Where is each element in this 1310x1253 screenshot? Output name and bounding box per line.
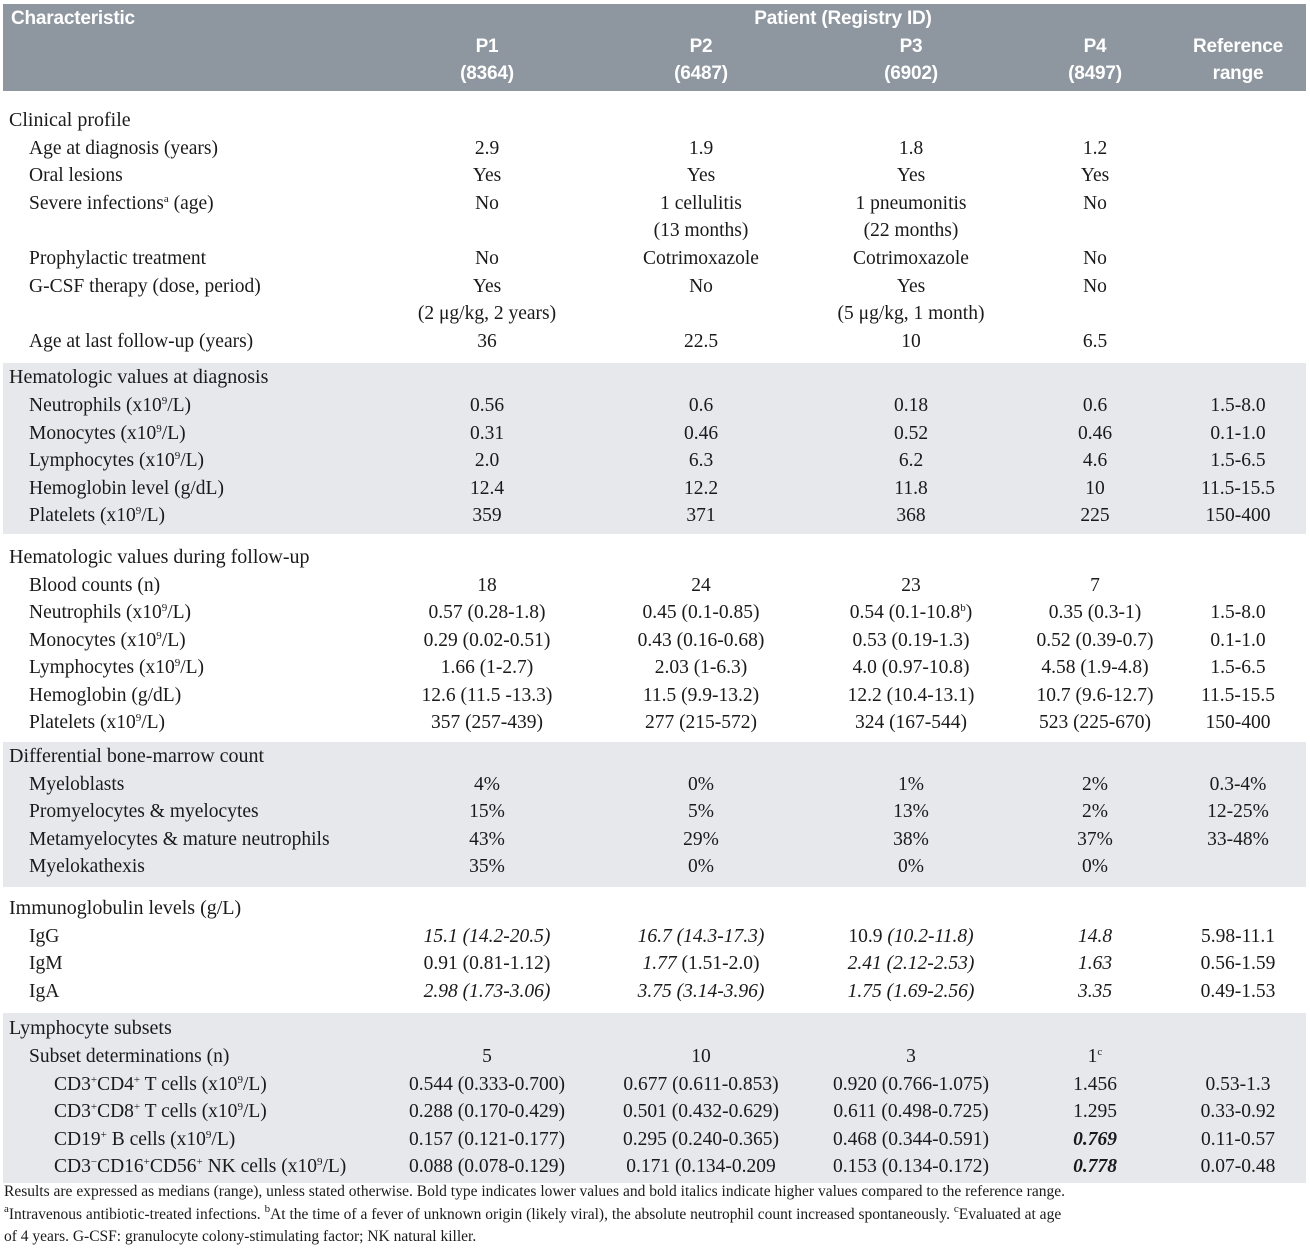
table-row: Myelokathexis 35% 0% 0% 0% — [29, 856, 1108, 878]
table-row: CD19+ B cells (x109/L) 0.157 (0.121-0.17… — [54, 1128, 1276, 1150]
header-p1: P1 (8364) — [460, 36, 514, 84]
table-row: IgM 0.91 (0.81-1.12) 1.77 (1.51-2.0) 2.4… — [29, 953, 1276, 975]
table-row: Severe infectionsa (age) No 1 cellulitis … — [29, 192, 1107, 214]
table-header: Characteristic Patient (Registry ID) P1(… — [3, 4, 1306, 91]
footnote-line: Results are expressed as medians (range)… — [4, 1183, 1065, 1200]
table-row: Lymphocytes (x109/L) 1.66 (1-2.7) 2.03 (1… — [29, 657, 1266, 679]
section-lymphocyte-subsets: Lymphocyte subsets Subset determinations… — [3, 1013, 1306, 1183]
data-table: Characteristic Patient (Registry ID) P1(… — [3, 4, 1306, 1183]
table-row: Metamyelocytes & mature neutrophils 43% 29… — [29, 828, 1269, 850]
header-characteristic: Characteristic — [11, 8, 135, 29]
section-title: Lymphocyte subsets — [9, 1017, 172, 1040]
table-row: Hemoglobin level (g/dL) 12.4 12.2 11.8 10 11.… — [29, 477, 1276, 499]
section-title: Immunoglobulin levels (g/L) — [9, 897, 242, 920]
table-row: Lymphocytes (x109/L) 2.0 6.3 6.2 4.6 1.5-6.5 — [29, 450, 1266, 472]
table-row: Platelets (x109/L) 357 (257-439) 277 (215… — [29, 712, 1271, 734]
table-row: Age at diagnosis (years) 2.9 1.9 1.8 1.2 — [29, 137, 1108, 159]
header-p2: P2 (6487) — [674, 36, 728, 84]
table-row: Myeloblasts 4% 0% 1% 2% 0.3-4% — [29, 773, 1267, 795]
table-row: Hemoglobin (g/dL) 12.6 (11.5 -13.3) 11.5 … — [29, 684, 1276, 706]
section-immunoglobulin: Immunoglobulin levels (g/L) IgG 15.1 (14… — [3, 889, 1306, 1013]
table-row: Neutrophils (x109/L) 0.56 0.6 0.18 0.6 1.5-8.… — [29, 394, 1266, 416]
section-title: Hematologic values at diagnosis — [9, 366, 269, 389]
table-row: Prophylactic treatment No Cotrimoxazole C… — [29, 247, 1107, 269]
table-row: CD3+CD8+ T cells (x109/L) 0.288 (0.170-0… — [54, 1101, 1276, 1123]
section-hematologic-diagnosis: Hematologic values at diagnosis Neutroph… — [3, 363, 1306, 534]
footnote-line: of 4 years. G-CSF: granulocyte colony-st… — [4, 1228, 477, 1245]
table-row: IgA 2.98 (1.73-3.06) 3.75 (3.14-3.96) 1.7… — [29, 980, 1276, 1002]
table-row: Platelets (x109/L) 359 371 368 225 150-400 — [29, 505, 1271, 527]
table-row: Subset determinations (n) 5 10 3 1c — [29, 1046, 1103, 1067]
table-row: (2 μg/kg, 2 years) (5 μg/kg, 1 month) — [417, 303, 985, 325]
section-bone-marrow: Differential bone-marrow count Myeloblas… — [3, 742, 1306, 888]
table-row: Oral lesions Yes Yes Yes Yes — [29, 165, 1110, 187]
section-title: Hematologic values during follow-up — [9, 545, 310, 568]
table-row: Age at last follow-up (years) 36 22.5 10 6… — [29, 330, 1108, 352]
table-footnote: Results are expressed as medians (range)… — [4, 1181, 1306, 1249]
table-row: (13 months) (22 months) — [653, 220, 959, 242]
header-reference-range: Reference range — [1192, 36, 1284, 84]
section-hematologic-follow-up: Hematologic values during follow-up Bloo… — [3, 536, 1306, 742]
table-row: Monocytes (x109/L) 0.29 (0.02-0.51) 0.43 … — [29, 629, 1266, 651]
table-row: CD3−CD16+CD56+ NK cells (x109/L) 0.088 (… — [54, 1156, 1276, 1178]
table-row: Neutrophils (x109/L) 0.57 (0.28-1.8) 0.45… — [29, 602, 1266, 624]
header-p3: P3 (6902) — [884, 36, 938, 84]
header-p4: P4 (8497) — [1068, 36, 1122, 84]
table-row: Monocytes (x109/L) 0.31 0.46 0.52 0.46 0.1-1.… — [29, 422, 1266, 444]
section-title: Clinical profile — [9, 109, 131, 131]
table-row: CD3+CD4+ T cells (x109/L) 0.544 (0.333-0… — [54, 1073, 1271, 1095]
header-patient-group: Patient (Registry ID) — [754, 8, 932, 29]
table-row: IgG 15.1 (14.2-20.5) 16.7 (14.3-17.3) 10.… — [29, 925, 1276, 947]
table-row: G-CSF therapy (dose, period) Yes No Yes No — [29, 275, 1107, 297]
table-row: Promyelocytes & myelocytes 15% 5% 13% 2% 12-2… — [29, 801, 1269, 823]
section-title: Differential bone-marrow count — [9, 745, 265, 768]
table-row: Blood counts (n) 18 24 23 7 — [29, 574, 1100, 596]
footnote-line: aIntravenous antibiotic-treated infectio… — [4, 1202, 1062, 1223]
section-clinical-profile: Clinical profile Age at diagnosis (years… — [3, 93, 1306, 363]
